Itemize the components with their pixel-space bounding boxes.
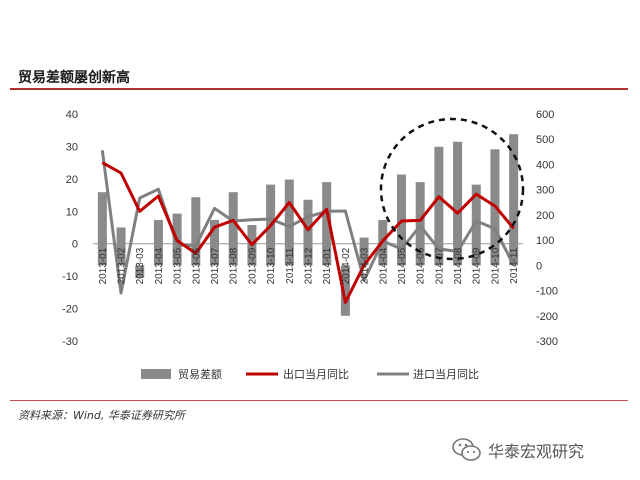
bar-2013-01 <box>97 192 107 266</box>
bar-2013-06 <box>191 197 201 266</box>
right-tick-label: 0 <box>536 260 542 272</box>
x-tick-label: 2014-11 <box>509 247 520 283</box>
right-tick-label: 600 <box>536 109 554 121</box>
trade-chart: 403020100-10-20-306005004003002001000-10… <box>62 109 558 381</box>
watermark-text: 华泰宏观研究 <box>488 442 585 461</box>
legend-bar-label: 贸易差额 <box>178 367 222 381</box>
right-tick-label: -100 <box>536 286 558 298</box>
x-tick-label: 2013-12 <box>304 247 315 284</box>
trade-balance-bars <box>97 134 519 316</box>
source-note: 资料来源：Wind, 华泰证券研究所 <box>18 409 185 422</box>
bar-2014-03 <box>359 237 369 266</box>
x-tick-label: 2013-06 <box>191 247 202 284</box>
legend-export-label: 出口当月同比 <box>283 367 349 381</box>
bar-2014-11 <box>509 134 519 266</box>
x-tick-label: 2013-08 <box>229 247 240 284</box>
left-tick-label: -30 <box>62 336 78 348</box>
watermark: 华泰宏观研究 <box>452 436 584 464</box>
wechat-icon <box>452 438 481 461</box>
left-tick-label: 10 <box>66 206 78 218</box>
x-tick-label: 2014-09 <box>472 247 483 284</box>
left-tick-label: -20 <box>62 304 78 316</box>
x-tick-label: 2014-03 <box>360 247 371 284</box>
export-yoy-line <box>101 161 515 304</box>
right-tick-label: 100 <box>536 235 554 247</box>
right-tick-label: -200 <box>536 311 558 323</box>
bar-2014-02 <box>340 265 350 316</box>
x-tick-label: 2014-08 <box>453 247 464 284</box>
bar-2014-09 <box>471 184 481 266</box>
bar-2014-06 <box>415 182 425 266</box>
bar-2014-07 <box>434 146 444 266</box>
yoy-lines <box>100 150 516 304</box>
bar-2013-04 <box>153 219 163 266</box>
x-tick-label: 2013-05 <box>173 247 184 284</box>
legend-import-label: 进口当月同比 <box>413 367 479 381</box>
x-tick-label: 2014-01 <box>322 247 333 284</box>
x-tick-label: 2013-01 <box>98 247 109 284</box>
x-tick-label: 2013-09 <box>247 247 258 284</box>
bar-2014-01 <box>322 182 332 266</box>
left-tick-label: -10 <box>62 271 78 283</box>
x-tick-label: 2013-11 <box>285 247 296 283</box>
x-tick-label: 2014-07 <box>434 247 445 284</box>
left-tick-label: 0 <box>72 239 78 251</box>
left-tick-label: 40 <box>66 109 78 121</box>
chart-heading: 贸易差额屡创新高 <box>18 70 130 86</box>
right-tick-label: 400 <box>536 159 554 171</box>
bar-2013-12 <box>303 199 313 266</box>
bar-2013-07 <box>210 219 220 266</box>
x-tick-label: 2014-05 <box>397 247 408 284</box>
x-tick-label: 2013-10 <box>266 247 277 284</box>
heading-divider <box>10 88 628 90</box>
x-tick-label: 2014-02 <box>341 247 352 284</box>
right-tick-label: 500 <box>536 134 554 146</box>
left-tick-label: 30 <box>66 141 78 153</box>
bar-2013-08 <box>228 192 238 266</box>
x-tick-label: 2013-04 <box>154 247 165 284</box>
bar-2013-03 <box>135 265 145 278</box>
chart-legend: 贸易差额 出口当月同比 进口当月同比 <box>141 367 479 381</box>
x-tick-label: 2013-02 <box>117 247 128 284</box>
x-tick-label: 2014-10 <box>490 247 501 284</box>
highlight-circle <box>379 117 525 261</box>
x-tick-label: 2014-06 <box>416 247 427 284</box>
x-tick-label: 2014-04 <box>378 247 389 284</box>
bar-2014-08 <box>453 141 463 266</box>
bar-2013-02 <box>116 227 126 266</box>
right-tick-label: -300 <box>536 336 558 348</box>
footer-divider <box>10 400 628 401</box>
x-tick-label: 2013-03 <box>135 247 146 284</box>
left-tick-label: 20 <box>66 174 78 186</box>
right-tick-label: 200 <box>536 210 554 222</box>
right-tick-label: 300 <box>536 185 554 197</box>
tick-labels: 403020100-10-20-306005004003002001000-10… <box>62 109 558 348</box>
legend-bar-swatch <box>141 369 171 379</box>
bar-2013-11 <box>284 179 294 266</box>
x-tick-label: 2013-07 <box>210 247 221 284</box>
